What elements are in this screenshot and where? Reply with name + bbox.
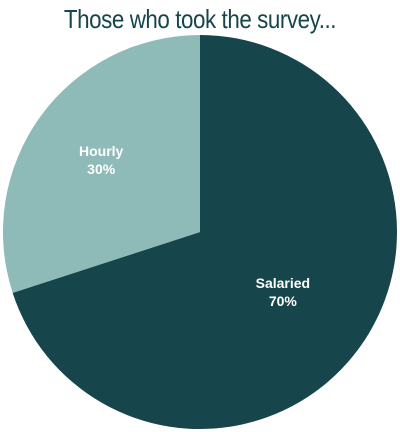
pie-label-value: 30% [87,161,116,177]
chart-title: Those who took the survey... [63,4,337,34]
pie-label-hourly: Hourly 30% [79,143,124,177]
pie-label-name: Salaried [256,275,310,291]
pie-label-value: 70% [269,293,298,309]
pie-label-salaried: Salaried 70% [256,275,310,309]
pie-slice-hourly [2,35,200,293]
pie-label-name: Hourly [79,143,124,159]
pie-slice-salaried [12,35,397,430]
